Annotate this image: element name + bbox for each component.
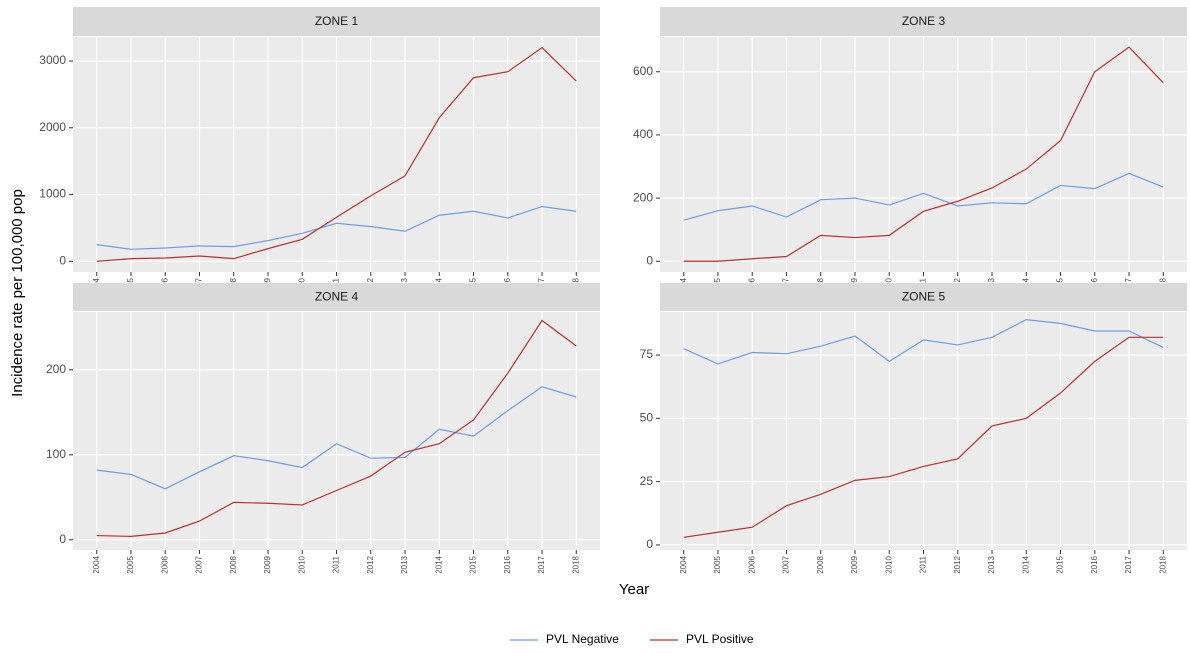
series-line <box>683 318 1164 365</box>
strip <box>73 7 600 36</box>
y-tick-label: 50 <box>640 411 654 425</box>
x-tick-label: 2009 <box>850 555 859 573</box>
x-tick-label: 2008 <box>229 555 238 573</box>
x-tick-label: 2013 <box>400 555 409 573</box>
y-tick-label: 25 <box>640 474 654 488</box>
y-tick-label: 400 <box>633 127 653 141</box>
x-tick-label: 2013 <box>987 555 996 573</box>
x-tick-label: 2004 <box>92 555 101 573</box>
x-tick-label: 2012 <box>366 555 375 573</box>
x-tick-label: 2006 <box>747 555 756 573</box>
x-tick-label: 2011 <box>919 555 928 573</box>
x-tick-label: 2016 <box>1090 555 1099 573</box>
series-line <box>96 205 577 250</box>
series-line <box>96 46 577 262</box>
legend-label: PVL Negative <box>546 632 619 646</box>
y-tick-label: 0 <box>646 537 653 551</box>
x-tick-label: 2008 <box>816 555 825 573</box>
x-tick-label: 2007 <box>782 555 791 573</box>
panel-title: ZONE 4 <box>315 290 359 304</box>
y-tick-label: 200 <box>633 190 653 204</box>
y-tick-label: 0 <box>646 253 653 267</box>
y-tick-label: 1000 <box>39 187 66 201</box>
x-tick-label: 2016 <box>503 555 512 573</box>
x-axis-label: Year <box>619 581 649 598</box>
y-tick-label: 600 <box>633 64 653 78</box>
series-line <box>96 386 577 490</box>
x-tick-label: 2010 <box>297 555 306 573</box>
x-tick-label: 2014 <box>1021 555 1030 573</box>
x-tick-label: 2004 <box>679 555 688 573</box>
y-tick-label: 200 <box>46 362 66 376</box>
x-tick-label: 2005 <box>126 555 135 573</box>
x-tick-label: 2010 <box>884 555 893 573</box>
x-tick-label: 2017 <box>537 555 546 573</box>
strip <box>660 7 1187 36</box>
y-tick-label: 0 <box>59 532 66 546</box>
y-tick-label: 3000 <box>39 53 66 67</box>
x-tick-label: 2015 <box>469 555 478 573</box>
panel-title: ZONE 3 <box>902 14 946 28</box>
x-tick-label: 2007 <box>195 555 204 573</box>
x-tick-label: 2009 <box>263 555 272 573</box>
y-tick-label: 100 <box>46 447 66 461</box>
series-line <box>96 319 577 538</box>
x-tick-label: 2017 <box>1124 555 1133 573</box>
y-tick-label: 75 <box>640 347 654 361</box>
series-line <box>683 336 1164 538</box>
y-tick-label: 2000 <box>39 120 66 134</box>
x-tick-label: 2014 <box>434 555 443 573</box>
strip <box>73 283 600 311</box>
x-tick-label: 2005 <box>713 555 722 573</box>
y-tick-label: 0 <box>59 253 66 267</box>
series-line <box>683 172 1164 221</box>
x-tick-label: 2012 <box>953 555 962 573</box>
x-tick-label: 2018 <box>1158 555 1167 573</box>
y-axis-label: Incidence rate per 100,000 pop <box>9 189 26 397</box>
x-tick-label: 2015 <box>1056 555 1065 573</box>
x-tick-label: 2011 <box>332 555 341 573</box>
x-tick-label: 2018 <box>571 555 580 573</box>
strip <box>660 283 1187 311</box>
panel-title: ZONE 5 <box>902 290 946 304</box>
x-tick-label: 2006 <box>160 555 169 573</box>
panel-title: ZONE 1 <box>315 14 359 28</box>
legend-label: PVL Positive <box>686 632 754 646</box>
series-line <box>683 46 1164 262</box>
